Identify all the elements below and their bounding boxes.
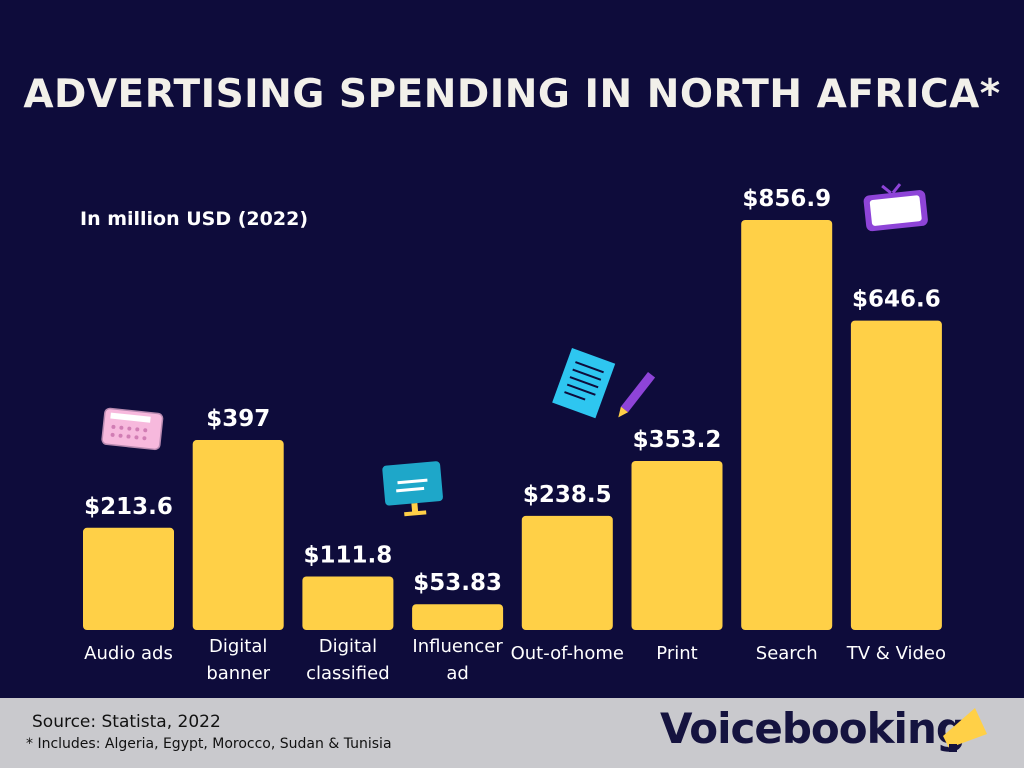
bar — [741, 220, 833, 630]
data-label: $111.8 — [304, 543, 393, 569]
data-label: $53.83 — [413, 570, 502, 596]
data-label: $646.6 — [852, 287, 941, 313]
category-label: Digital — [209, 636, 267, 657]
source-text: Source: Statista, 2022 — [32, 712, 221, 732]
data-label: $856.9 — [742, 186, 831, 212]
bar — [850, 320, 942, 630]
monitor-icon — [382, 461, 443, 517]
bar — [521, 515, 613, 630]
data-label: $353.2 — [633, 427, 722, 453]
category-label: Audio ads — [84, 643, 173, 664]
category-label: banner — [206, 663, 270, 684]
tv-icon — [863, 183, 928, 232]
category-label: Search — [756, 643, 818, 664]
pencil-icon — [618, 372, 656, 418]
category-label: ad — [446, 663, 468, 684]
data-label: $397 — [206, 406, 270, 432]
bar-chart: $213.6 Audio ads $397 Digital banner $111.8 Di… — [83, 183, 946, 684]
category-label: Print — [656, 643, 697, 664]
category-label: TV & Video — [846, 643, 946, 664]
notepad-pencil-icon — [552, 348, 616, 419]
data-label: $238.5 — [523, 482, 612, 508]
voicebooking-logo: Voicebooking — [660, 704, 966, 753]
data-label: $213.6 — [84, 494, 173, 520]
radio-icon — [101, 407, 164, 451]
chart-title: ADVERTISING SPENDING IN NORTH AFRICA* — [23, 72, 1001, 117]
bar — [631, 461, 723, 630]
category-label: Out-of-home — [511, 643, 624, 664]
bar — [83, 527, 174, 630]
footer: Source: Statista, 2022 * Includes: Alger… — [0, 698, 1024, 768]
category-label: classified — [306, 663, 390, 684]
bar — [412, 604, 504, 630]
footnote-text: * Includes: Algeria, Egypt, Morocco, Sud… — [26, 736, 392, 752]
megaphone-icon — [943, 708, 987, 752]
bar — [192, 440, 284, 630]
chart-subtitle: In million USD (2022) — [80, 208, 308, 230]
bar — [302, 576, 394, 630]
category-label: Influencer — [412, 636, 503, 657]
category-label: Digital — [319, 636, 377, 657]
